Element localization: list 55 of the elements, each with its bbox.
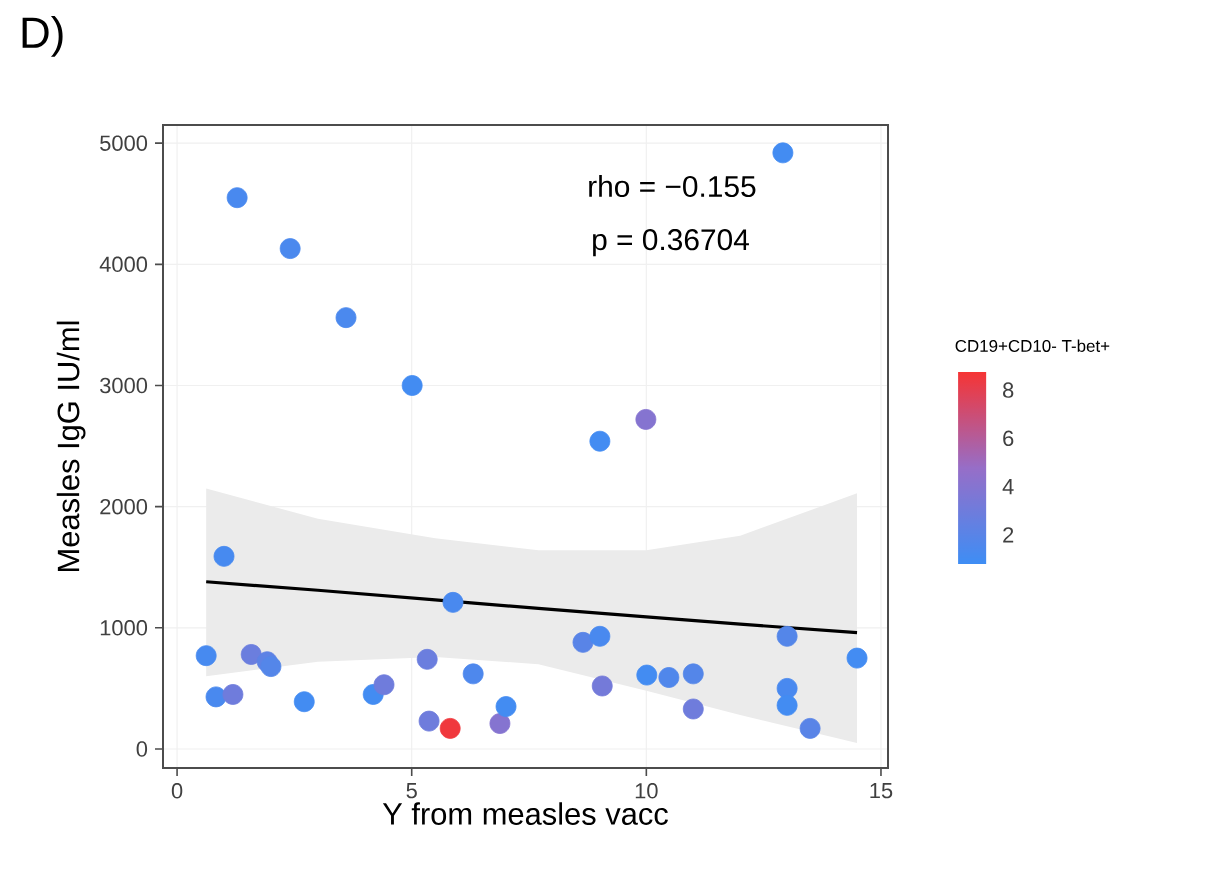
- point: [213, 545, 235, 567]
- point: [682, 698, 704, 720]
- annotation: rho = −0.155: [589, 175, 756, 198]
- point: [846, 647, 868, 669]
- y-tick-label: 5000: [100, 135, 148, 151]
- point: [401, 375, 423, 396]
- point: [572, 631, 594, 653]
- color-bar-label: 4: [1002, 479, 1014, 495]
- x-tick-label: 10: [635, 783, 658, 799]
- point: [776, 625, 798, 647]
- point: [416, 648, 438, 670]
- point: [636, 664, 658, 686]
- point: [589, 625, 611, 647]
- y-tick-label: 3000: [100, 377, 148, 394]
- point: [489, 713, 511, 734]
- point: [589, 430, 611, 452]
- color-bar-label: 2: [1003, 527, 1014, 543]
- point: [495, 696, 517, 717]
- y-tick-label: 0: [136, 741, 148, 757]
- line-series: [204, 580, 859, 635]
- point: [373, 674, 395, 696]
- point: [279, 238, 301, 259]
- point: [658, 667, 680, 688]
- point: [776, 678, 798, 699]
- annotation: p = 0.36704: [593, 229, 749, 257]
- point: [293, 691, 315, 713]
- x-axis-title: Y from measles vacc: [382, 802, 668, 825]
- x-tick-label: 5: [406, 783, 417, 799]
- point: [335, 307, 357, 329]
- color-bar-label: 6: [1003, 430, 1014, 447]
- x-tick-label: 15: [870, 783, 893, 799]
- y-tick-label: 2000: [100, 498, 148, 515]
- y-tick-label: 1000: [100, 620, 148, 636]
- chart-title: D): [22, 16, 63, 57]
- point: [240, 644, 262, 665]
- point: [418, 710, 440, 732]
- point: [462, 663, 484, 685]
- point: [799, 717, 821, 739]
- point: [776, 694, 798, 716]
- x-tick-label: 0: [171, 783, 183, 799]
- color-bar-label: 8: [1003, 382, 1014, 398]
- point: [442, 591, 464, 613]
- point: [222, 684, 244, 705]
- point: [205, 686, 227, 708]
- point: [591, 675, 613, 697]
- point: [195, 645, 217, 667]
- point: [772, 142, 794, 164]
- point: [439, 717, 461, 739]
- y-axis-title: Measles IgG IU/ml: [56, 321, 86, 571]
- point: [260, 656, 282, 677]
- point: [635, 409, 657, 430]
- color-bar-title: CD19+CD10- T-bet+: [955, 339, 1110, 352]
- y-tick-label: 4000: [99, 256, 148, 273]
- point: [226, 187, 248, 209]
- point: [682, 663, 704, 685]
